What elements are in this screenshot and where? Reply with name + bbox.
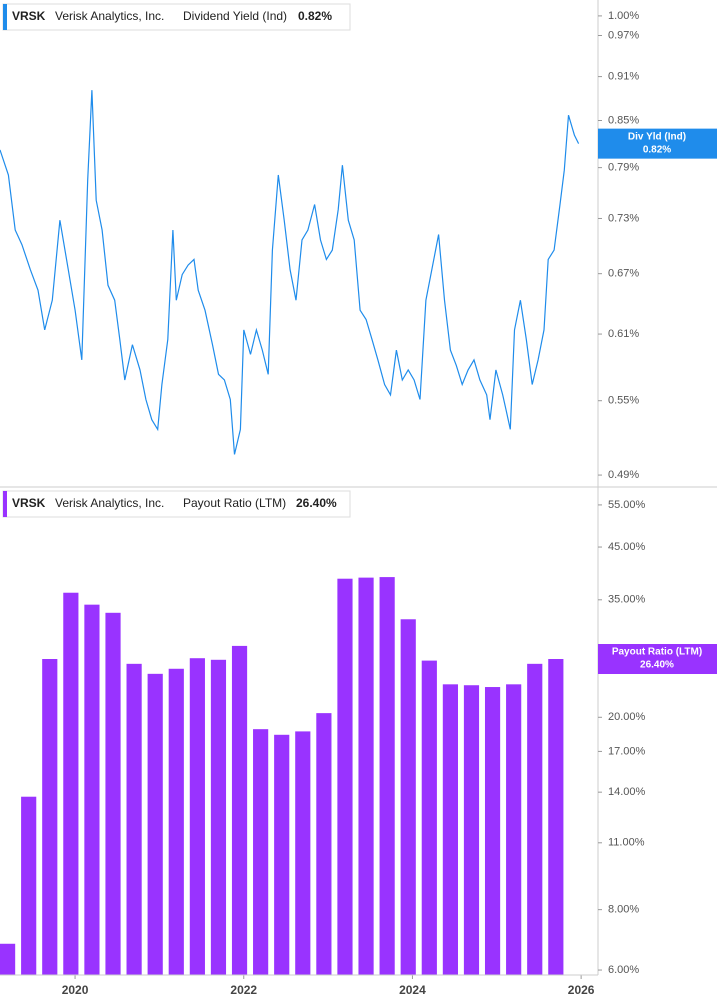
bar xyxy=(253,729,269,975)
bar xyxy=(147,673,163,975)
y-tick-label: 55.00% xyxy=(608,499,646,511)
legend: VRSK Verisk Analytics, Inc. Dividend Yield… xyxy=(2,3,351,31)
bar xyxy=(0,943,16,975)
bar xyxy=(42,659,58,975)
bar xyxy=(358,577,374,975)
legend-value: 26.40% xyxy=(296,496,337,510)
value-tag xyxy=(598,644,717,675)
legend-company: Verisk Analytics, Inc. xyxy=(55,496,164,510)
y-tick-label: 17.00% xyxy=(608,745,646,757)
bar xyxy=(231,645,248,975)
x-tick-label: 2022 xyxy=(230,983,257,997)
y-tick-label: 11.00% xyxy=(608,837,645,849)
bar xyxy=(210,659,227,975)
y-tick-label: 6.00% xyxy=(608,964,639,976)
bar xyxy=(63,592,79,975)
bar xyxy=(484,687,501,975)
legend-swatch xyxy=(3,4,7,30)
yield-line xyxy=(0,90,580,455)
y-tick-label: 0.67% xyxy=(608,268,639,280)
y-tick-label: 35.00% xyxy=(608,594,646,606)
bar xyxy=(189,658,205,975)
bar xyxy=(506,684,522,975)
bar xyxy=(316,713,332,975)
y-tick-label: 8.00% xyxy=(608,904,639,916)
tag-label: Div Yld (Ind) xyxy=(628,131,686,142)
bar xyxy=(421,660,437,975)
legend: VRSK Verisk Analytics, Inc. Payout Ratio (… xyxy=(2,490,351,518)
bar xyxy=(442,684,458,975)
legend-ticker: VRSK xyxy=(12,496,46,510)
bar xyxy=(105,612,121,975)
x-tick-label: 2026 xyxy=(568,983,595,997)
legend-company: Verisk Analytics, Inc. xyxy=(55,9,164,23)
bar xyxy=(274,734,290,975)
x-tick-label: 2024 xyxy=(399,983,426,997)
y-tick-label: 1.00% xyxy=(608,10,639,22)
y-tick-label: 0.49% xyxy=(608,469,639,481)
x-tick-label: 2020 xyxy=(62,983,89,997)
y-tick-label: 20.00% xyxy=(608,711,646,723)
bar xyxy=(168,668,184,975)
y-tick-label: 0.85% xyxy=(608,114,639,126)
y-tick-label: 14.00% xyxy=(608,786,646,798)
legend-box xyxy=(2,3,351,31)
y-tick-label: 0.97% xyxy=(608,29,639,41)
y-tick-label: 0.91% xyxy=(608,71,639,83)
y-tick-label: 0.73% xyxy=(608,212,639,224)
y-tick-label: 0.55% xyxy=(608,395,639,407)
bar xyxy=(337,578,353,975)
bar xyxy=(527,663,543,975)
legend-series: Dividend Yield (Ind) xyxy=(183,9,287,23)
y-tick-label: 0.79% xyxy=(608,162,639,174)
legend-series: Payout Ratio (LTM) xyxy=(183,496,286,510)
value-tag xyxy=(598,128,717,159)
bar xyxy=(400,619,416,975)
bar xyxy=(84,604,100,975)
legend-swatch xyxy=(3,491,7,517)
y-tick-label: 45.00% xyxy=(608,541,646,553)
tag-value: 26.40% xyxy=(640,660,674,671)
bar xyxy=(21,796,37,975)
tag-label: Payout Ratio (LTM) xyxy=(612,647,702,658)
bar xyxy=(548,659,564,975)
tag-value: 0.82% xyxy=(643,144,671,155)
legend-ticker: VRSK xyxy=(12,9,46,23)
bar xyxy=(295,731,311,975)
legend-box xyxy=(2,490,351,518)
legend-value: 0.82% xyxy=(298,9,332,23)
y-tick-label: 0.61% xyxy=(608,328,639,340)
bar xyxy=(463,685,480,975)
bar xyxy=(379,577,395,975)
bar xyxy=(126,663,142,975)
